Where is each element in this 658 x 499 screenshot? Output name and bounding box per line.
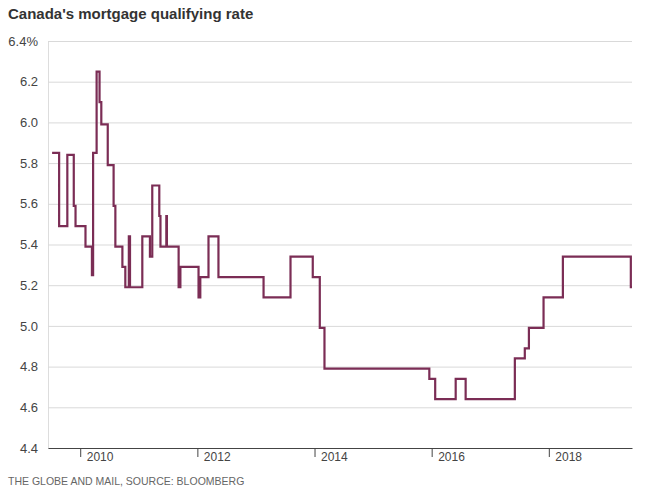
x-tick: 2010 — [81, 448, 114, 464]
y-tick: 5.4 — [20, 237, 632, 252]
x-tick-mark — [315, 448, 316, 457]
x-tick: 2016 — [432, 448, 465, 464]
rate-line — [52, 72, 632, 400]
x-tick: 2012 — [198, 448, 231, 464]
x-axis: 2010 2012 2014 2016 2018 — [49, 448, 633, 464]
y-tick-label: 4.8 — [20, 359, 38, 374]
y-tick: 6.4% — [8, 34, 632, 49]
x-tick-label: 2018 — [555, 450, 582, 464]
grid-line — [48, 407, 632, 408]
y-tick: 6.0 — [20, 115, 632, 130]
x-tick-mark — [549, 448, 550, 457]
x-tick-mark — [432, 448, 433, 457]
y-tick: 6.2 — [20, 74, 632, 89]
y-tick-label: 4.6 — [20, 400, 38, 415]
grid-line — [48, 245, 632, 246]
y-tick-label: 5.2 — [20, 278, 38, 293]
grid-line — [48, 367, 632, 368]
y-tick: 4.8 — [20, 359, 632, 374]
y-tick-label: 4.4 — [20, 441, 38, 456]
x-tick-mark — [197, 448, 198, 457]
grid-line — [48, 82, 632, 83]
y-tick-label: 5.6 — [20, 196, 38, 211]
y-tick-label: 5.0 — [20, 319, 38, 334]
grid-line — [48, 204, 632, 205]
y-tick-label: 5.4 — [20, 237, 38, 252]
y-axis: 4.4 4.6 4.8 5.0 5.2 5.4 5.6 5.8 6.0 6.2 6.4% — [8, 34, 632, 456]
grid-line — [48, 163, 632, 164]
x-tick-label: 2012 — [204, 450, 231, 464]
x-tick: 2018 — [549, 448, 582, 464]
y-tick: 5.0 — [20, 319, 632, 334]
source: THE GLOBE AND MAIL, SOURCE: BLOOMBERG — [8, 475, 244, 487]
plot-area — [52, 72, 632, 400]
y-tick-label: 5.8 — [20, 156, 38, 171]
x-tick-mark — [80, 448, 81, 457]
y-tick: 5.2 — [20, 278, 632, 293]
y-tick-label: 6.4% — [8, 34, 38, 49]
y-tick-label: 6.0 — [20, 115, 38, 130]
x-tick: 2014 — [315, 448, 348, 464]
y-tick: 5.8 — [20, 156, 632, 171]
grid-line — [48, 122, 632, 123]
grid-line — [48, 285, 632, 286]
y-tick: 4.6 — [20, 400, 632, 415]
x-tick-label: 2016 — [438, 450, 465, 464]
x-tick-label: 2010 — [87, 450, 114, 464]
chart: Canada's mortgage qualifying rate4.44.64… — [0, 0, 658, 499]
title: Canada's mortgage qualifying rate — [8, 5, 253, 22]
y-tick: 5.6 — [20, 196, 632, 211]
grid-line — [48, 41, 632, 42]
x-tick-label: 2014 — [321, 450, 348, 464]
y-tick-label: 6.2 — [20, 74, 38, 89]
